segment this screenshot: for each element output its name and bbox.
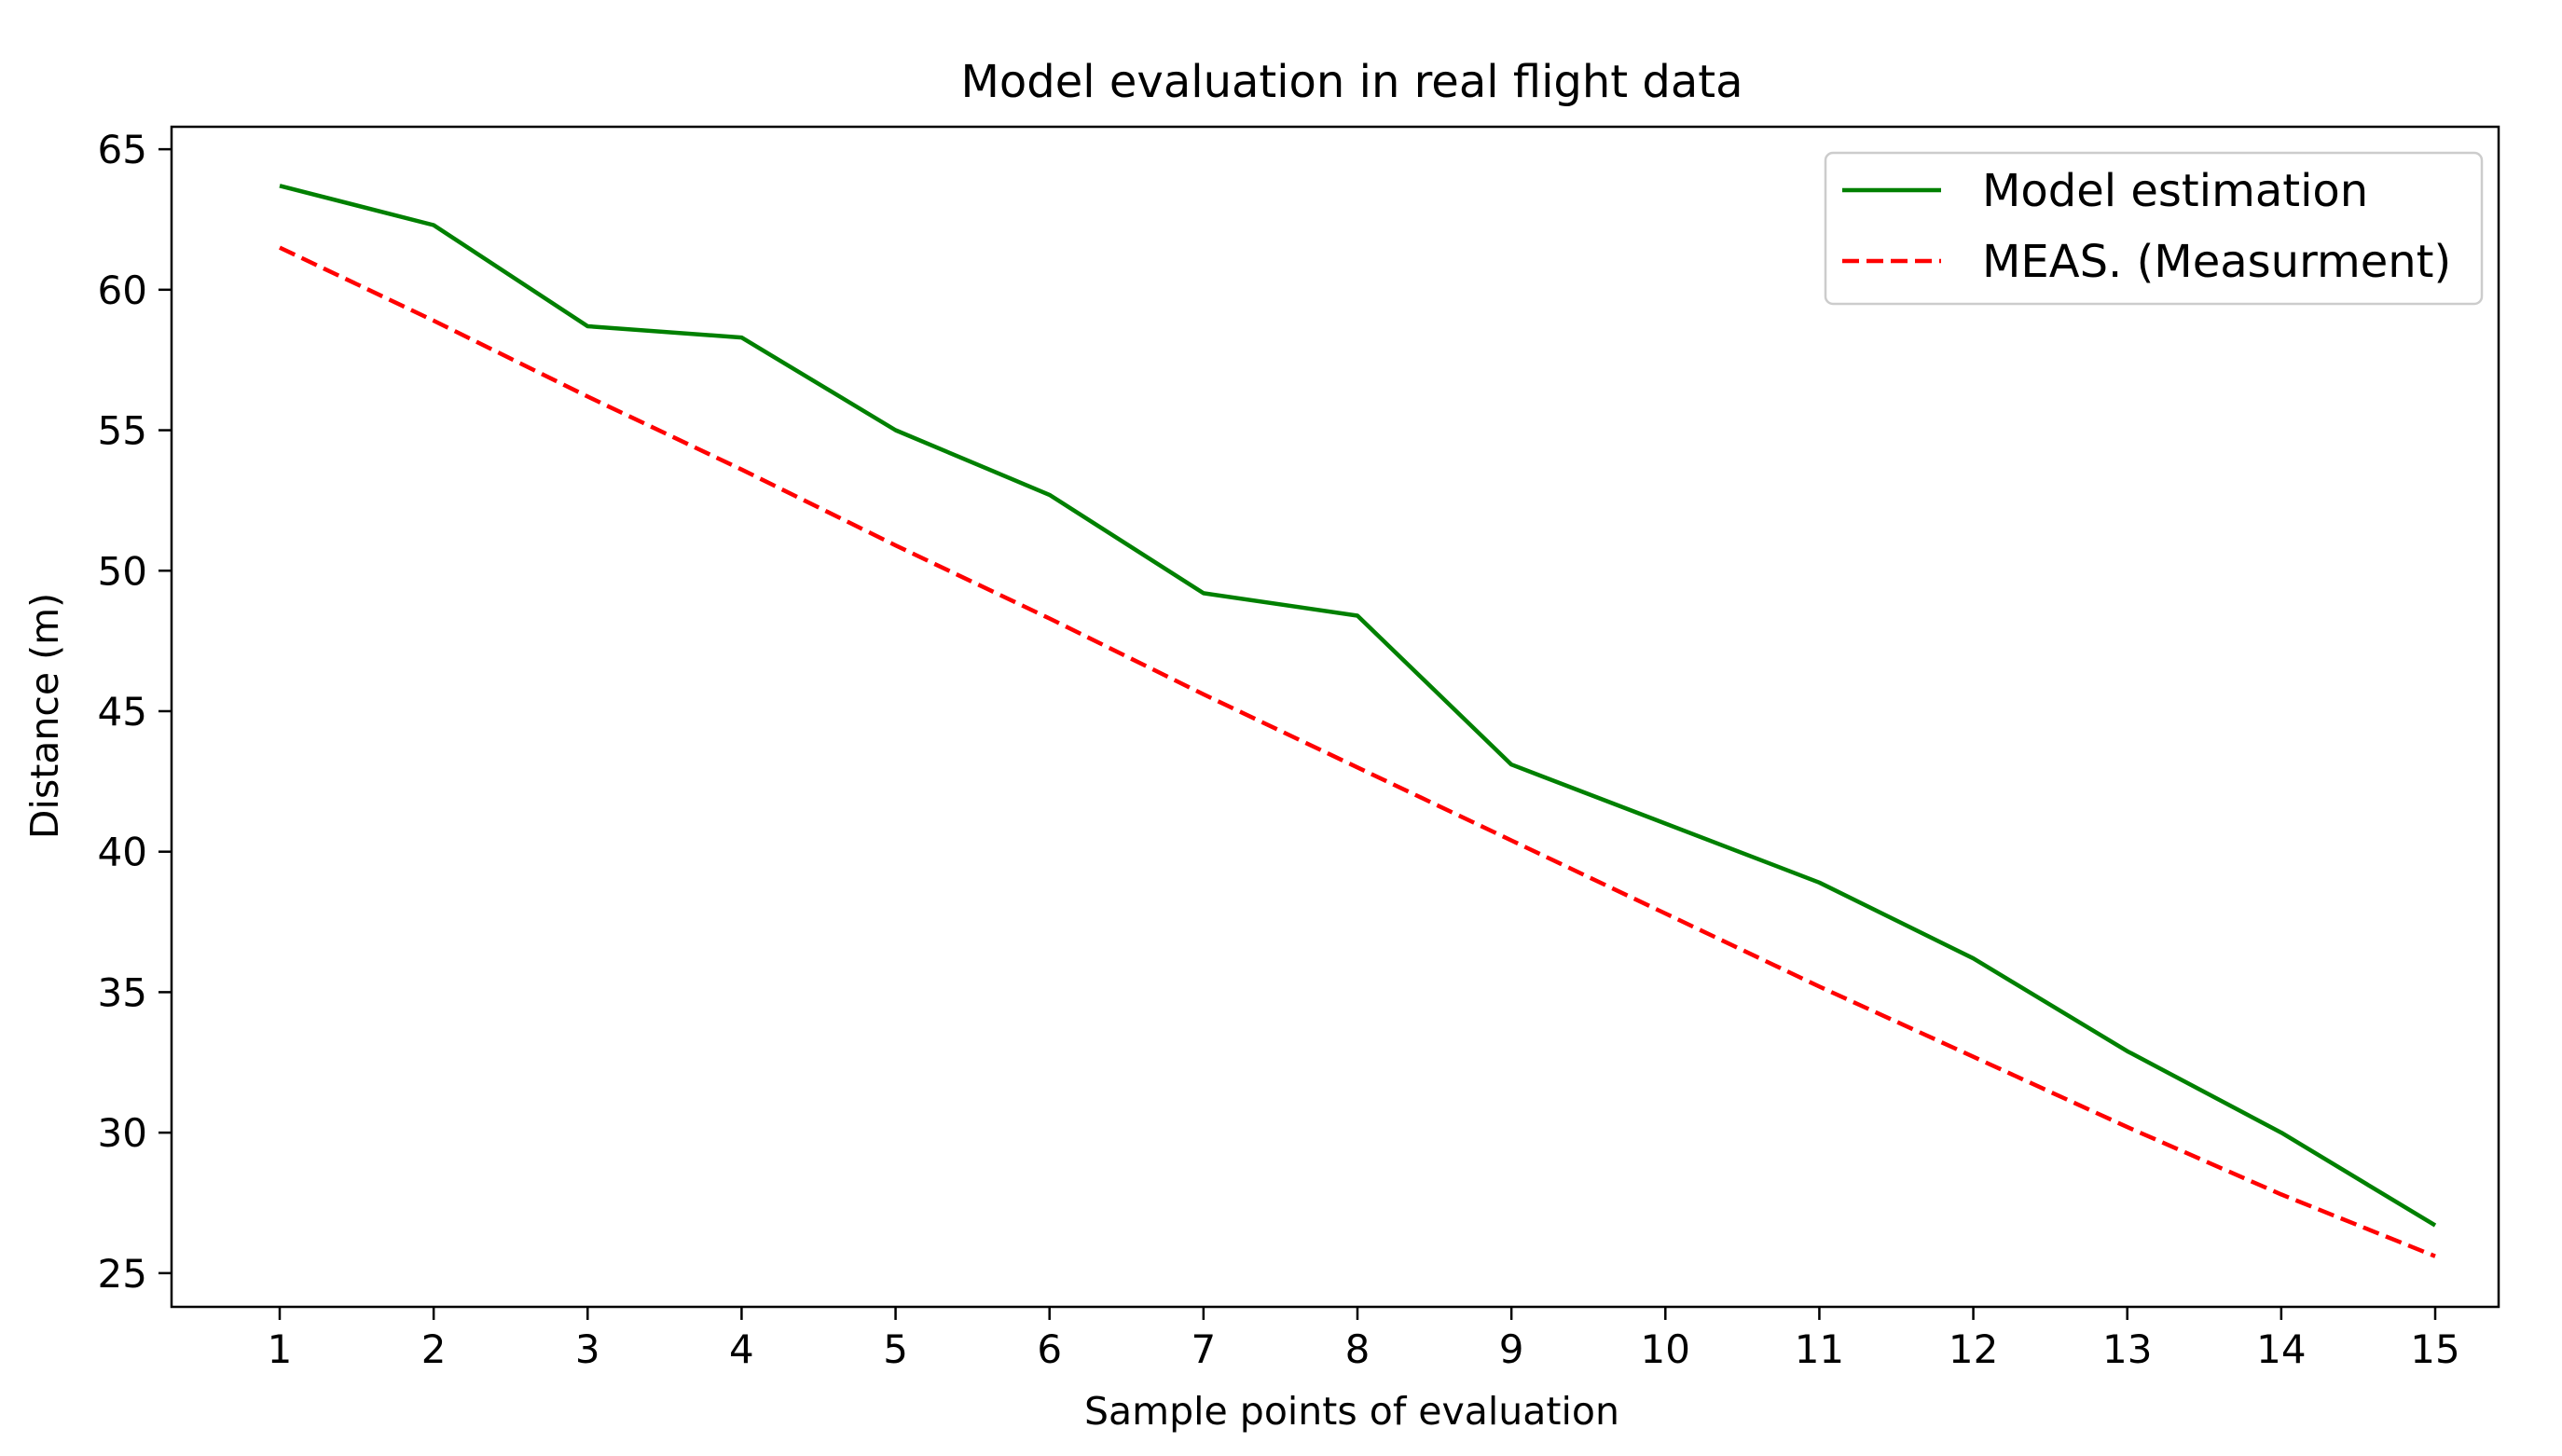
x-tick-label: 9: [1499, 1326, 1524, 1372]
x-tick-label: 3: [575, 1326, 600, 1372]
y-tick-label: 65: [98, 127, 147, 172]
x-axis: 1 2 3 4 5 6 7 8 9 10 11 12 13 14 15: [268, 1307, 2460, 1372]
y-axis: 25 30 35 40 45 50 55 60 65: [98, 127, 172, 1297]
legend-box: [1824, 151, 2484, 306]
x-tick-label: 7: [1191, 1326, 1216, 1372]
x-tick-label: 1: [268, 1326, 293, 1372]
y-tick-label: 55: [98, 408, 147, 454]
legend: Model estimation MEAS. (Measurment): [1824, 151, 2484, 306]
x-tick-label: 11: [1795, 1326, 1844, 1372]
series-layer: [279, 184, 2437, 1258]
x-tick-label: 8: [1345, 1326, 1371, 1372]
x-tick-label: 6: [1037, 1326, 1062, 1372]
x-tick-label: 2: [421, 1326, 447, 1372]
series-line-1: [279, 184, 2437, 1228]
legend-label-2: MEAS. (Measurment): [1982, 236, 2451, 288]
y-axis-label: Distance (m): [22, 593, 67, 839]
x-tick-label: 15: [2410, 1326, 2459, 1372]
y-tick-label: 45: [98, 689, 147, 735]
x-tick-label: 10: [1641, 1326, 1690, 1372]
plot-area: [170, 125, 2500, 1309]
x-tick-label: 5: [883, 1326, 908, 1372]
x-tick-label: 12: [1949, 1326, 1998, 1372]
y-tick-label: 35: [98, 969, 147, 1015]
chart-title: Model evaluation in real flight data: [961, 56, 1743, 108]
x-tick-label: 4: [729, 1326, 754, 1372]
y-tick-label: 30: [98, 1110, 147, 1156]
y-tick-label: 40: [98, 830, 147, 875]
y-tick-label: 25: [98, 1251, 147, 1297]
x-axis-label: Sample points of evaluation: [1084, 1389, 1619, 1434]
y-tick-label: 60: [98, 268, 147, 313]
legend-label-1: Model estimation: [1982, 165, 2368, 217]
plot-frame: [170, 125, 2500, 1309]
x-tick-label: 14: [2256, 1326, 2306, 1372]
x-tick-label: 13: [2102, 1326, 2152, 1372]
series-line-2: [279, 245, 2436, 1258]
y-tick-label: 50: [98, 548, 147, 594]
